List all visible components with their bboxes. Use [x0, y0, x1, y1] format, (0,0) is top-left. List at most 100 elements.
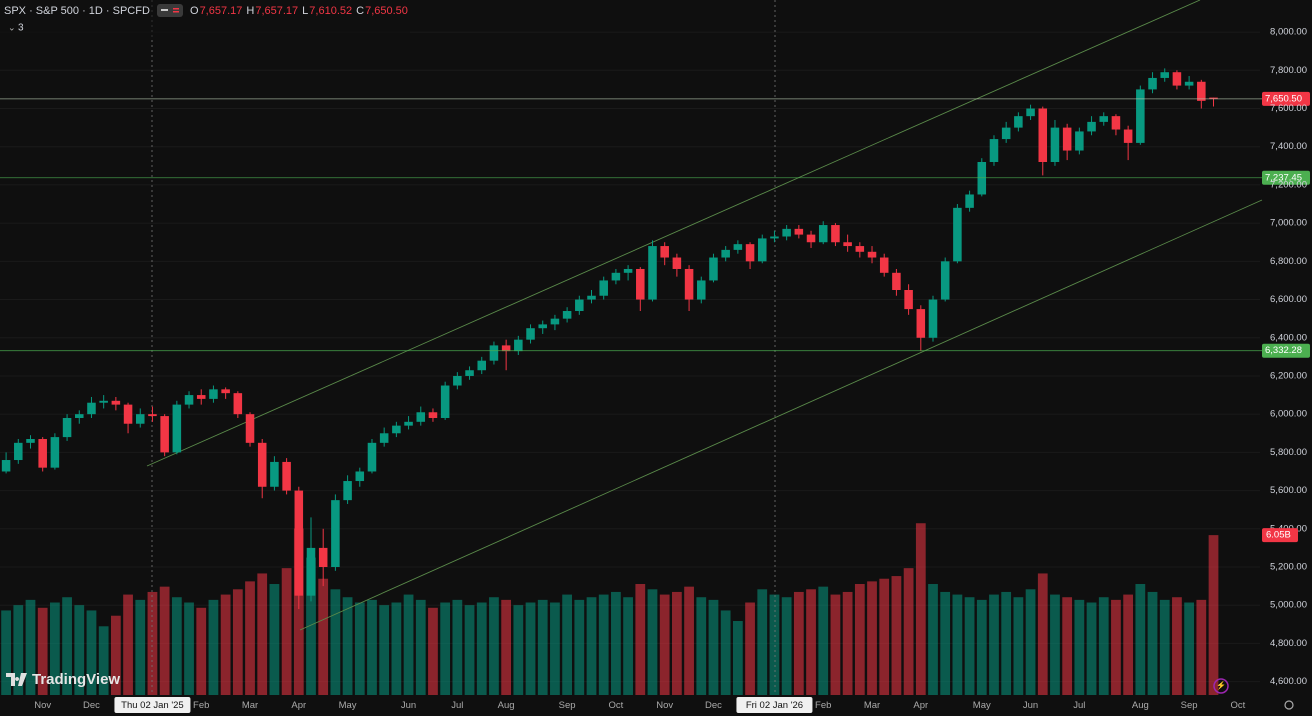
x-tick-label: Thu 02 Jan '25: [121, 700, 184, 711]
settings-button[interactable]: [1284, 700, 1294, 710]
volume-bar: [623, 597, 633, 695]
volume-bar: [1184, 602, 1194, 695]
x-tick-label: Sep: [559, 700, 576, 711]
volume-bar: [989, 594, 999, 695]
volume-bar: [367, 599, 377, 695]
volume-bar: [1013, 597, 1024, 695]
crosshair-date-box: [114, 697, 191, 713]
volume-bar: [964, 597, 975, 695]
x-tick-label: Mar: [864, 700, 880, 711]
candle-body: [75, 414, 84, 418]
candle-body: [1075, 131, 1084, 151]
volume-layer: [1, 523, 1219, 695]
volume-bar: [891, 576, 902, 695]
candle-body: [135, 414, 145, 424]
candle-body: [892, 272, 901, 290]
ohlc-value: 7,610.52: [309, 5, 352, 17]
ohlc-key: L: [302, 5, 308, 17]
lightning-icon: ⚡: [1216, 680, 1226, 690]
candle-body: [294, 490, 304, 596]
y-tick-label: 6,600.00: [1270, 294, 1307, 305]
candle-body: [1148, 77, 1157, 90]
candle-body: [50, 437, 60, 468]
indicator-count[interactable]: 3: [18, 23, 24, 34]
candle-body: [355, 471, 365, 482]
candle-body: [1197, 81, 1206, 101]
level-tag: [1262, 170, 1310, 185]
volume-bar: [684, 586, 694, 695]
candle-body: [26, 439, 35, 443]
flag-button[interactable]: [157, 4, 183, 17]
x-tick-label: May: [973, 700, 991, 711]
x-tick-label: Feb: [193, 700, 209, 711]
icon: [173, 8, 179, 10]
volume-bar: [513, 605, 524, 695]
candle-body: [209, 389, 218, 399]
volume-bar: [769, 594, 780, 695]
candle-body: [904, 289, 913, 310]
x-tick-label: Dec: [83, 700, 100, 711]
icon: [173, 11, 179, 13]
volume-bar: [659, 594, 670, 695]
volume-bar: [293, 528, 304, 695]
ohlc-value: 7,657.17: [255, 5, 298, 17]
level-tag-label: 7,237.45: [1265, 172, 1302, 183]
candle-body: [123, 404, 133, 424]
volume-bar: [574, 599, 585, 695]
volume-bar: [550, 602, 560, 695]
volume-bar: [537, 599, 548, 695]
volume-bar: [74, 605, 85, 695]
volume-bar: [135, 599, 146, 695]
candle-body: [1160, 72, 1169, 78]
y-tick-label: 7,400.00: [1270, 141, 1307, 152]
volume-bar: [159, 586, 170, 695]
y-tick-label: 6,000.00: [1270, 409, 1307, 420]
candle-body: [757, 238, 767, 262]
candle-body: [428, 412, 438, 418]
candle-body: [940, 261, 950, 300]
candle-body: [1087, 121, 1096, 132]
volume-bar: [562, 594, 572, 695]
volume-bar: [98, 626, 109, 695]
volume-bar: [1135, 584, 1146, 695]
candle-body: [1062, 127, 1072, 151]
candle-body: [14, 442, 23, 461]
collapse-icon[interactable]: ⌄: [8, 22, 16, 32]
candle-body: [1172, 72, 1182, 86]
level-layer: 7,650.50 7,237.45 6,332.28: [0, 91, 1310, 358]
candle-body: [1014, 116, 1023, 128]
candle-body: [379, 433, 389, 443]
volume-bar: [1, 610, 11, 695]
candle-body: [367, 442, 377, 472]
candle-body: [1038, 108, 1048, 163]
candle-body: [818, 225, 828, 243]
volume-bar: [391, 602, 402, 695]
candle-body: [806, 234, 816, 243]
candle-body: [770, 236, 779, 239]
lightning-button[interactable]: [1213, 678, 1229, 694]
candle-body: [526, 328, 535, 340]
y-tick-label: 4,800.00: [1270, 638, 1307, 649]
candle-body: [587, 295, 596, 300]
x-tick-label: Apr: [291, 700, 306, 711]
candle-body: [416, 412, 426, 422]
candle-body: [514, 339, 523, 352]
volume-bar: [37, 607, 48, 695]
candle-body: [318, 547, 328, 568]
header-backdrop: [0, 0, 410, 38]
symbol-title[interactable]: SPX · S&P 500 · 1D · SPCFD: [4, 5, 150, 17]
ohlc-key: O: [190, 5, 199, 17]
volume-bar: [1074, 599, 1085, 695]
logo-text: TradingView: [32, 671, 120, 688]
volume-bar: [354, 602, 365, 695]
x-tick-label: Fri 02 Jan '26: [746, 700, 803, 711]
candle-body: [672, 257, 682, 269]
volume-bar: [976, 599, 987, 695]
volume-bar: [1037, 573, 1048, 695]
candle-body: [928, 299, 938, 338]
ohlc-value: 7,657.17: [200, 5, 243, 17]
candle-body: [233, 393, 243, 415]
candle-body: [501, 345, 511, 352]
volume-bar: [781, 597, 792, 695]
crosshair-date-box: [736, 697, 813, 713]
